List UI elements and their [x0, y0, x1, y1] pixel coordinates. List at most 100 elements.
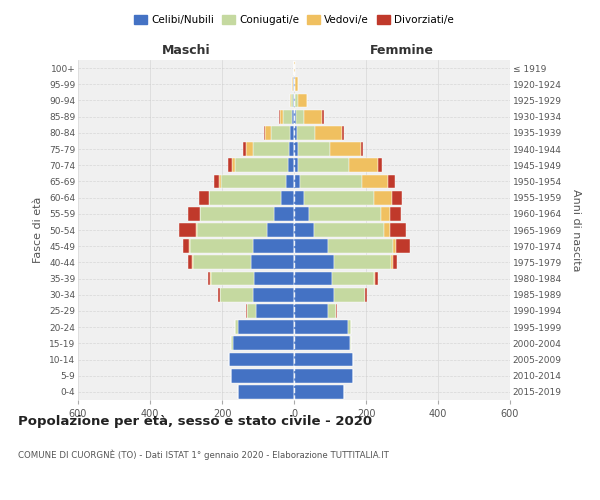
Bar	[375, 272, 378, 285]
Bar	[391, 223, 406, 237]
Bar	[309, 207, 381, 220]
Text: Maschi: Maschi	[161, 44, 211, 57]
Bar	[377, 158, 382, 172]
Bar	[253, 142, 289, 156]
Bar	[287, 158, 294, 172]
Bar	[304, 190, 374, 204]
Bar	[289, 142, 294, 156]
Bar	[294, 336, 350, 350]
Bar	[295, 78, 298, 91]
Bar	[361, 142, 364, 156]
Bar	[294, 304, 328, 318]
Bar	[208, 272, 211, 285]
Bar	[179, 223, 196, 237]
Bar	[197, 223, 267, 237]
Bar	[254, 272, 294, 285]
Bar	[384, 223, 391, 237]
Bar	[322, 110, 323, 124]
Bar	[330, 142, 361, 156]
Bar	[334, 256, 391, 270]
Bar	[298, 158, 349, 172]
Bar	[292, 110, 294, 124]
Bar	[294, 94, 295, 108]
Bar	[298, 142, 330, 156]
Bar	[348, 320, 351, 334]
Bar	[280, 110, 283, 124]
Bar	[298, 94, 307, 108]
Bar	[334, 288, 365, 302]
Bar	[188, 207, 200, 220]
Bar	[228, 158, 232, 172]
Bar	[229, 352, 294, 366]
Bar	[393, 240, 396, 253]
Bar	[381, 207, 390, 220]
Bar	[196, 223, 197, 237]
Bar	[294, 288, 334, 302]
Bar	[199, 190, 209, 204]
Text: COMUNE DI CUORGNÈ (TO) - Dati ISTAT 1° gennaio 2020 - Elaborazione TUTTITALIA.IT: COMUNE DI CUORGNÈ (TO) - Dati ISTAT 1° g…	[18, 450, 389, 460]
Bar	[374, 190, 392, 204]
Bar	[294, 190, 304, 204]
Bar	[267, 223, 294, 237]
Bar	[292, 78, 293, 91]
Bar	[232, 158, 235, 172]
Bar	[200, 207, 274, 220]
Bar	[296, 110, 304, 124]
Y-axis label: Fasce di età: Fasce di età	[34, 197, 43, 263]
Bar	[274, 207, 294, 220]
Bar	[294, 174, 301, 188]
Bar	[243, 142, 246, 156]
Bar	[265, 126, 271, 140]
Bar	[328, 240, 393, 253]
Bar	[218, 288, 220, 302]
Bar	[362, 174, 388, 188]
Bar	[235, 320, 238, 334]
Bar	[190, 240, 253, 253]
Bar	[246, 142, 253, 156]
Bar	[396, 240, 410, 253]
Bar	[293, 94, 294, 108]
Bar	[301, 174, 362, 188]
Bar	[221, 174, 286, 188]
Bar	[209, 190, 281, 204]
Bar	[231, 369, 294, 382]
Bar	[349, 158, 377, 172]
Bar	[365, 288, 367, 302]
Bar	[184, 240, 189, 253]
Bar	[294, 240, 328, 253]
Bar	[294, 207, 309, 220]
Bar	[211, 272, 254, 285]
Y-axis label: Anni di nascita: Anni di nascita	[571, 188, 581, 271]
Bar	[392, 190, 401, 204]
Bar	[294, 320, 348, 334]
Bar	[391, 256, 393, 270]
Bar	[231, 336, 233, 350]
Text: Popolazione per età, sesso e stato civile - 2020: Popolazione per età, sesso e stato civil…	[18, 415, 372, 428]
Bar	[294, 223, 314, 237]
Bar	[235, 158, 287, 172]
Bar	[294, 256, 334, 270]
Bar	[294, 385, 344, 399]
Bar	[286, 174, 294, 188]
Bar	[294, 78, 295, 91]
Bar	[281, 190, 294, 204]
Text: Femmine: Femmine	[370, 44, 434, 57]
Bar	[189, 240, 190, 253]
Bar	[314, 223, 384, 237]
Bar	[336, 304, 337, 318]
Bar	[294, 126, 297, 140]
Bar	[247, 304, 256, 318]
Bar	[279, 110, 280, 124]
Bar	[390, 207, 401, 220]
Bar	[294, 272, 332, 285]
Bar	[238, 385, 294, 399]
Bar	[393, 256, 397, 270]
Bar	[294, 61, 295, 75]
Bar	[292, 94, 293, 108]
Bar	[388, 174, 395, 188]
Bar	[256, 304, 294, 318]
Bar	[294, 158, 298, 172]
Bar	[214, 174, 220, 188]
Bar	[293, 78, 294, 91]
Bar	[315, 126, 342, 140]
